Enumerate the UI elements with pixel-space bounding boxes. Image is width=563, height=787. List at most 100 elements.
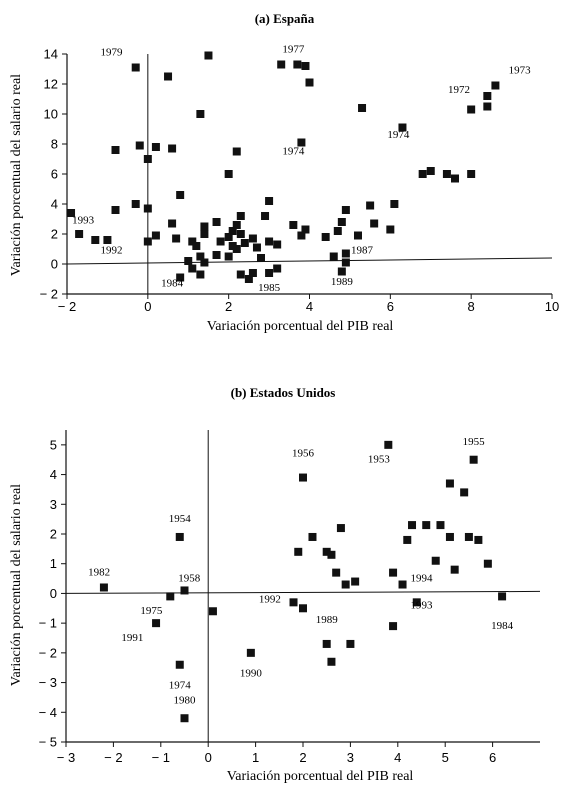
y-tick-label: 2: [51, 227, 58, 242]
data-point: [358, 104, 367, 112]
x-tick-label: 1: [252, 750, 259, 765]
data-point: [232, 221, 241, 229]
data-point: [442, 170, 451, 178]
x-tick-label: − 3: [57, 750, 75, 765]
data-point: [196, 110, 205, 118]
data-point: [111, 206, 120, 214]
data-point: [403, 535, 412, 544]
x-tick-label: − 2: [104, 750, 122, 765]
data-point: [408, 521, 417, 530]
data-point: [236, 270, 245, 279]
data-point: [308, 532, 317, 541]
year-annotation: 1980: [174, 694, 197, 706]
data-point: [341, 206, 350, 214]
data-point: [131, 200, 140, 208]
data-point: [168, 144, 177, 153]
data-point: [321, 233, 330, 241]
x-tick-label: 6: [489, 750, 496, 765]
year-annotation: 1955: [463, 436, 486, 448]
data-point: [426, 167, 435, 175]
year-annotation: 1973: [509, 65, 532, 77]
data-point: [135, 141, 144, 150]
data-point: [75, 230, 84, 238]
data-point: [228, 242, 237, 250]
data-point: [204, 51, 213, 60]
x-tick-label: 0: [205, 750, 212, 765]
data-point: [498, 592, 507, 601]
year-annotation: 1993: [72, 215, 95, 227]
y-tick-label: 0: [50, 586, 57, 601]
data-point: [445, 479, 454, 488]
data-point: [386, 225, 395, 234]
data-point: [180, 714, 189, 723]
data-point: [212, 251, 221, 259]
data-point: [67, 209, 76, 217]
data-point: [216, 237, 225, 246]
year-annotation: 1982: [88, 567, 110, 579]
data-point: [451, 174, 459, 183]
data-point: [200, 222, 209, 231]
data-point: [111, 146, 120, 154]
data-point: [228, 227, 237, 235]
data-point: [460, 488, 469, 497]
year-annotation: 1956: [292, 448, 315, 460]
data-point: [469, 455, 478, 464]
data-point: [289, 221, 298, 229]
data-point: [398, 580, 407, 589]
data-point: [301, 225, 310, 234]
y-tick-label: − 2: [39, 645, 57, 660]
data-point: [389, 622, 398, 631]
data-point: [418, 170, 427, 178]
data-point: [265, 237, 274, 246]
data-point: [273, 240, 282, 249]
year-annotation: 1991: [121, 632, 143, 644]
year-annotation: 1992: [259, 593, 281, 605]
data-point: [351, 577, 360, 586]
data-point: [336, 524, 345, 533]
y-tick-label: − 4: [39, 705, 57, 720]
data-point: [188, 237, 197, 246]
year-annotation: 1953: [368, 454, 391, 466]
y-tick-label: 5: [50, 437, 57, 452]
x-tick-label: 2: [299, 750, 306, 765]
y-tick-label: − 5: [39, 735, 57, 750]
y-tick-label: − 1: [39, 616, 57, 631]
data-point: [261, 212, 270, 220]
data-point: [166, 592, 175, 601]
data-point: [200, 258, 209, 267]
data-point: [467, 105, 476, 114]
chart-panel-0: (a) España − 2 0 2 4 6 8 10 − 2 0 2 4 6 8 10 12 14 Variac…: [9, 11, 559, 334]
data-point: [248, 269, 257, 277]
year-annotation: 1974: [387, 129, 410, 141]
y-tick-label: 4: [51, 197, 58, 212]
data-point: [464, 532, 473, 541]
zero-line-horizontal: [66, 257, 553, 265]
x-tick-label: 3: [347, 750, 354, 765]
data-point: [467, 170, 476, 178]
y-tick-label: 10: [44, 107, 58, 122]
data-point: [327, 657, 336, 666]
data-point: [192, 242, 201, 250]
year-annotation: 1989: [316, 614, 339, 626]
data-point: [436, 521, 445, 530]
year-annotation: 1954: [169, 513, 192, 525]
data-point: [236, 230, 245, 238]
data-point: [389, 568, 398, 577]
chart-panel-1: (b) Estados Unidos − 3 − 2 − 1 0 1 2 3 4 5 6 − 5 − 4…: [9, 385, 541, 784]
y-tick-label: − 2: [40, 287, 58, 302]
data-point: [91, 236, 100, 244]
data-point: [188, 264, 197, 273]
data-point: [224, 233, 233, 241]
year-annotation: 1984: [161, 278, 184, 290]
data-point: [332, 568, 341, 577]
data-point: [180, 586, 189, 595]
y-tick-label: 1: [50, 556, 57, 571]
data-point: [252, 243, 261, 252]
data-point: [412, 598, 421, 607]
chart-title: (b) Estados Unidos: [231, 385, 336, 400]
x-axis-label: Variación porcentual del PIB real: [227, 769, 414, 784]
data-point: [240, 239, 249, 247]
data-point: [232, 147, 241, 156]
data-point: [491, 81, 500, 90]
